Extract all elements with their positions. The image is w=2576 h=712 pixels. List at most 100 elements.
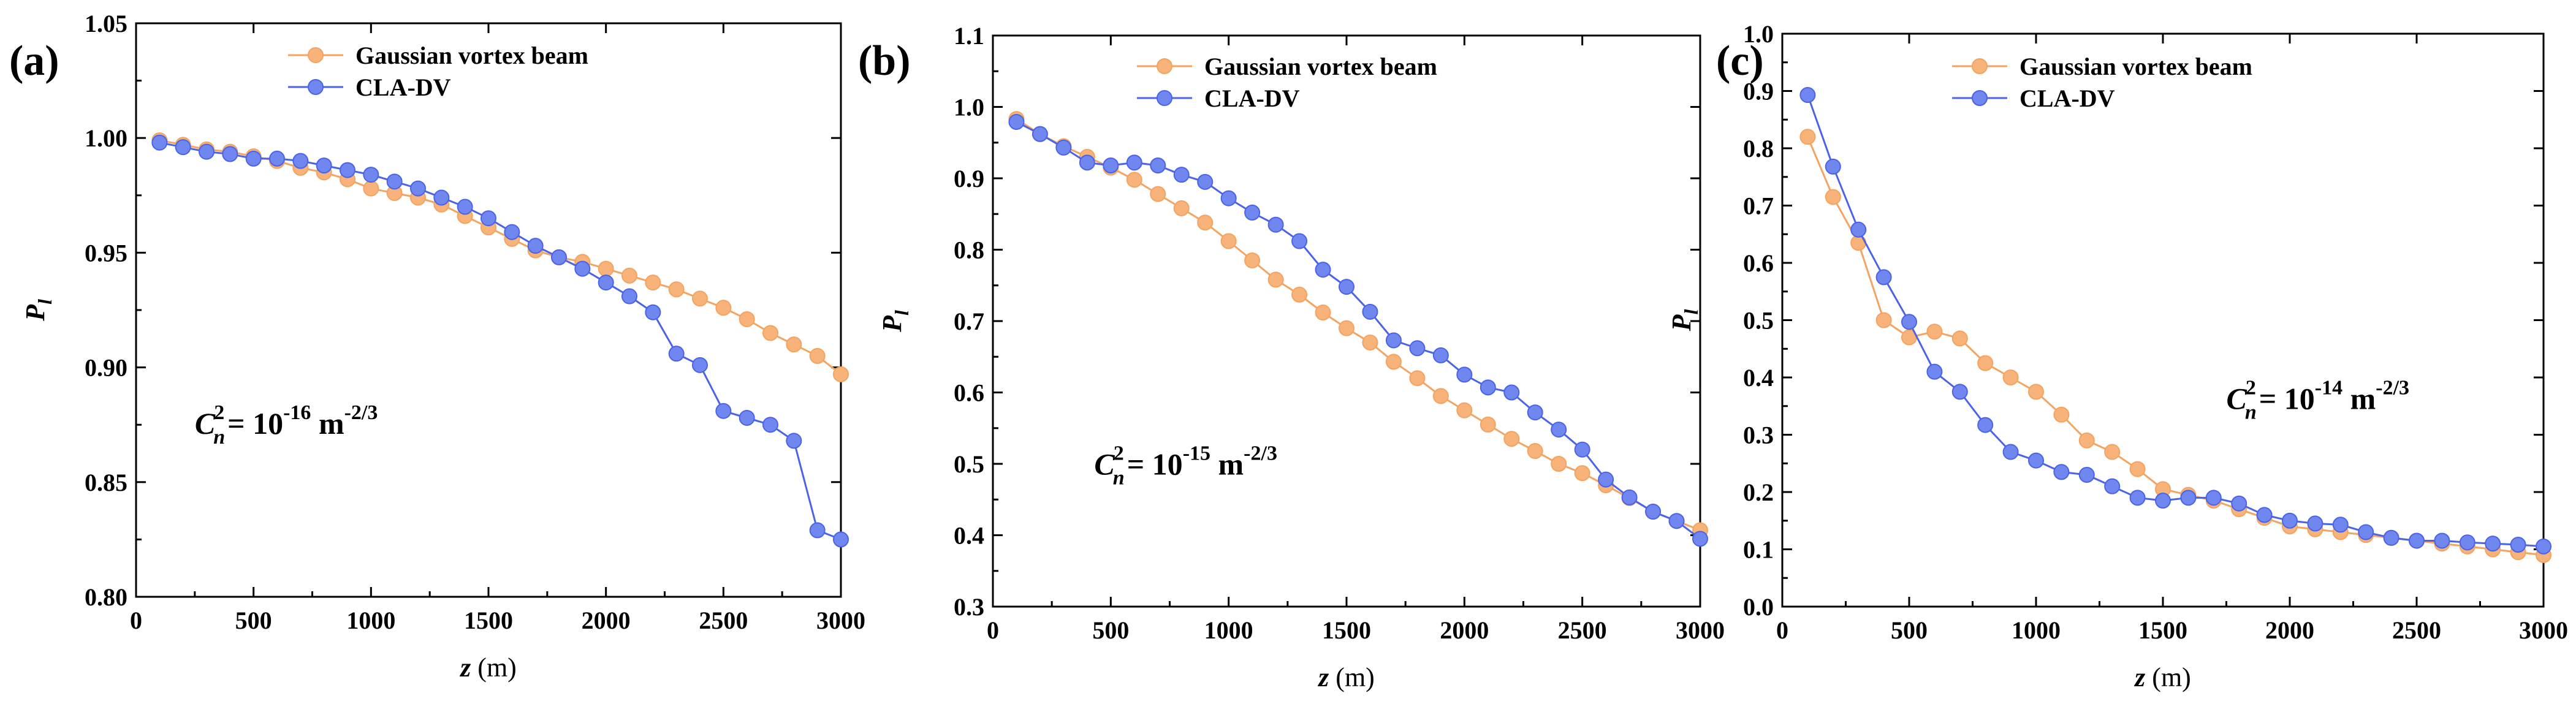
legend-marker: [1972, 58, 1988, 74]
x-axis-var: z: [2133, 662, 2145, 692]
data-point-gaussian: [1362, 334, 1378, 350]
data-point-cla-dv: [1977, 417, 1994, 433]
x-axis-var: z: [1317, 662, 1329, 692]
data-point-cla-dv: [1197, 173, 1214, 190]
data-point-cla-dv: [551, 249, 567, 265]
data-point-gaussian: [739, 311, 755, 327]
data-point-cla-dv: [645, 304, 661, 320]
y-axis-var: P: [877, 315, 907, 333]
annotation-exponent: -15: [1183, 442, 1210, 464]
legend-label: Gaussian vortex beam: [2019, 53, 2252, 80]
y-tick-label: 0.2: [1743, 479, 1774, 506]
data-point-gaussian: [1456, 402, 1473, 418]
annotation-unit: m: [311, 406, 344, 441]
data-point-gaussian: [1527, 443, 1543, 460]
y-tick-label: 0.9: [1743, 78, 1774, 105]
panel-a: 0 500 1000 1500 2000 2500 3000 0.80 0.85 0.90 0.95…: [9, 10, 865, 683]
annotation-equals: = 10: [2259, 381, 2315, 415]
data-point-cla-dv: [668, 346, 685, 362]
y-tick-label: 0.90: [85, 354, 127, 382]
legend-label: CLA-DV: [355, 74, 451, 101]
data-point-cla-dv: [340, 162, 355, 178]
annotation-symbol: C: [1094, 447, 1115, 481]
y-tick-label: 0.95: [85, 239, 127, 267]
data-point-cla-dv: [1150, 157, 1166, 174]
data-point-cla-dv: [2510, 537, 2526, 553]
data-point-gaussian: [1197, 214, 1214, 231]
data-point-gaussian: [2053, 406, 2070, 423]
y-tick-label: 0.3: [1743, 422, 1774, 449]
data-point-cla-dv: [1079, 154, 1095, 171]
y-tick-label: 0.4: [1743, 364, 1774, 392]
annotation-exponent: -14: [2315, 376, 2342, 399]
x-axis-unit: (m): [471, 653, 517, 683]
data-point-cla-dv: [1850, 221, 1867, 238]
series-line-gaussian: [159, 139, 842, 375]
annotation-unit-exponent: -2/3: [2376, 376, 2409, 399]
y-axis-subscript: l: [34, 299, 56, 305]
x-axis-title: z (m): [2133, 662, 2191, 692]
y-tick-label: 0.80: [85, 583, 127, 611]
data-point-cla-dv: [574, 260, 591, 277]
data-point-cla-dv: [2129, 490, 2146, 506]
data-point-gaussian: [1339, 320, 1354, 336]
data-point-cla-dv: [1220, 190, 1237, 206]
data-point-cla-dv: [1055, 139, 1072, 156]
annotation-subscript: n: [2245, 401, 2257, 423]
x-tick-label: 1000: [346, 607, 395, 634]
x-tick-label: 2500: [1558, 616, 1607, 644]
turbulence-annotation: C2 n= 10-14 m-2/3: [2227, 376, 2410, 423]
data-point-cla-dv: [1551, 422, 1567, 438]
annotation-equals: = 10: [1127, 447, 1183, 481]
x-tick-label: 1500: [2138, 616, 2187, 644]
plot-frame: [135, 22, 842, 598]
y-tick-label: 0.5: [1743, 307, 1774, 335]
data-point-gaussian: [1951, 330, 1968, 347]
turbulence-annotation: C2 n= 10-16 m-2/3: [195, 401, 378, 449]
annotation-unit: m: [2342, 381, 2376, 415]
panel-label: (c): [1716, 37, 1764, 85]
series-line-cla-dv: [1806, 94, 2544, 548]
data-point-gaussian: [1220, 233, 1237, 249]
x-tick-label: 2000: [582, 607, 631, 634]
data-point-cla-dv: [1173, 167, 1190, 183]
y-tick-label: 0.9: [954, 165, 984, 192]
data-point-gaussian: [715, 300, 732, 316]
data-point-gaussian: [363, 180, 379, 197]
annotation-superscript: 2: [2246, 376, 2256, 399]
y-tick-label: 0.3: [954, 593, 984, 621]
data-point-cla-dv: [739, 409, 755, 426]
data-point-cla-dv: [2485, 536, 2501, 552]
panel-label: (b): [858, 37, 911, 85]
x-tick-label: 500: [1891, 616, 1928, 644]
data-point-cla-dv: [1825, 158, 1841, 175]
data-point-cla-dv: [481, 210, 496, 227]
y-axis-title: Pl: [20, 299, 56, 322]
data-point-gaussian: [645, 275, 661, 291]
data-point-cla-dv: [1267, 216, 1284, 233]
legend-marker: [1972, 90, 1988, 106]
data-point-gaussian: [1291, 286, 1308, 303]
data-point-gaussian: [1574, 465, 1590, 482]
series-line-cla-dv: [159, 142, 842, 540]
data-point-cla-dv: [1362, 303, 1378, 320]
x-tick-label: 500: [235, 607, 272, 634]
data-point-cla-dv: [2256, 507, 2273, 523]
x-axis-unit: (m): [1329, 662, 1375, 692]
annotation-symbol: C: [2227, 381, 2247, 415]
y-tick-label: 0.1: [1743, 536, 1774, 564]
data-point-cla-dv: [2104, 478, 2121, 494]
data-point-cla-dv: [2383, 529, 2399, 546]
annotation-superscript: 2: [214, 401, 224, 424]
data-point-cla-dv: [363, 167, 379, 183]
data-point-cla-dv: [598, 275, 614, 291]
data-point-cla-dv: [1875, 269, 1892, 286]
data-point-cla-dv: [1926, 363, 1943, 380]
data-point-cla-dv: [715, 403, 732, 419]
legend-label: CLA-DV: [1204, 85, 1300, 112]
y-tick-label: 0.7: [954, 308, 984, 335]
data-point-cla-dv: [1244, 204, 1261, 221]
data-point-cla-dv: [2307, 515, 2323, 532]
data-point-cla-dv: [1951, 384, 1968, 400]
